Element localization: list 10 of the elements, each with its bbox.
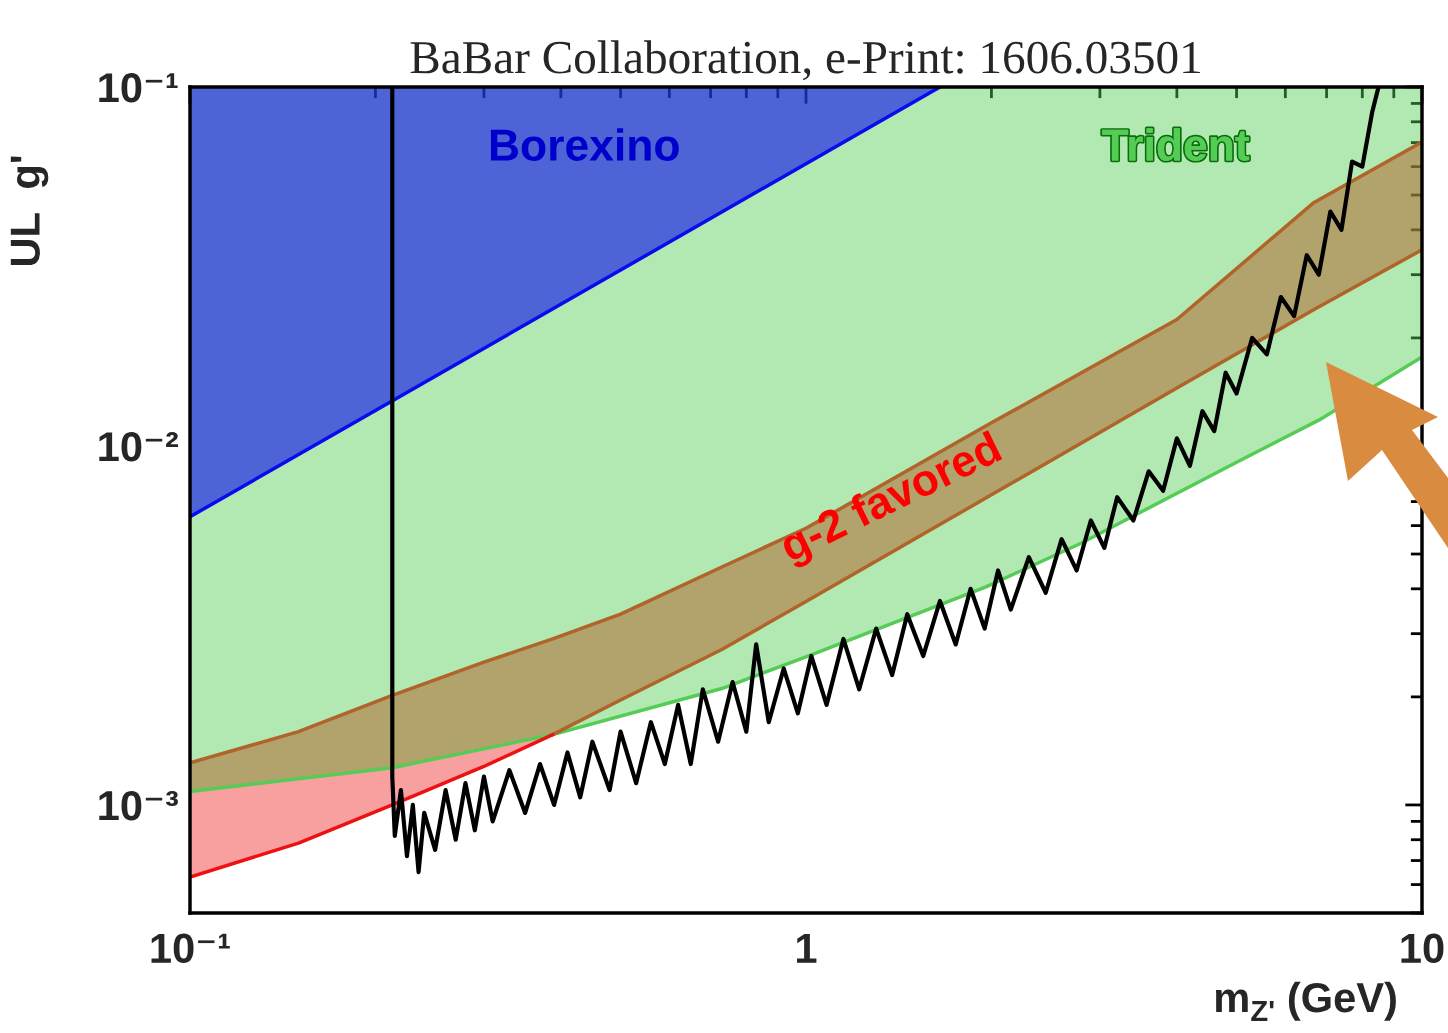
text: Trident <box>1102 128 1250 161</box>
y-tick-label: 10⁻² <box>99 431 179 462</box>
y-axis-title: UL g' <box>10 156 49 266</box>
y-tick-label: 10⁻¹ <box>99 73 178 103</box>
x-tick-label: 1 <box>797 933 817 963</box>
series-label: Borexino <box>490 128 679 161</box>
x-tick-label: 10⁻¹ <box>151 933 230 964</box>
chart-title: BaBar Collaboration, e-Print: 1606.03501 <box>410 40 1200 81</box>
y-tick-label: 10⁻³ <box>99 790 178 821</box>
x-tick-label: 10 <box>1401 933 1444 964</box>
